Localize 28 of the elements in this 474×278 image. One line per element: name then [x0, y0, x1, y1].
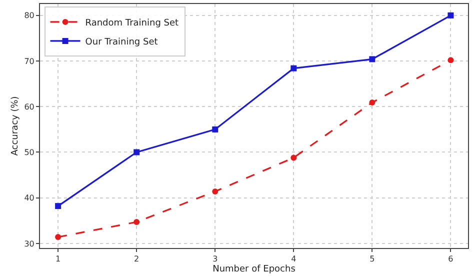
x-tick-label: 4: [291, 254, 296, 264]
x-tick-label: 1: [56, 254, 61, 264]
legend-label: Our Training Set: [85, 37, 158, 48]
y-axis-title: Accuracy (%): [10, 96, 21, 156]
x-tick-label: 2: [134, 254, 140, 264]
point: [134, 219, 140, 225]
x-tick-label: 5: [370, 254, 375, 264]
point: [212, 126, 218, 132]
point: [448, 57, 454, 64]
y-tick-label: 50: [24, 148, 34, 158]
x-tick-label: 6: [448, 254, 454, 264]
point: [290, 65, 297, 72]
y-tick-label: 70: [24, 56, 34, 66]
x-tick-label: 3: [212, 254, 218, 264]
y-tick-label: 30: [24, 239, 34, 248]
point: [55, 234, 62, 240]
y-tick-label: 40: [24, 194, 34, 203]
point: [212, 188, 218, 194]
point: [55, 203, 62, 210]
y-tick-label: 80: [24, 11, 34, 20]
point: [369, 100, 376, 106]
x-axis-title: Number of Epochs: [212, 264, 296, 274]
point: [448, 12, 454, 18]
point: [290, 154, 297, 161]
legend-label: Random Training Set: [85, 18, 180, 28]
point: [369, 56, 376, 62]
point: [134, 149, 140, 156]
y-tick-label: 60: [24, 102, 34, 112]
